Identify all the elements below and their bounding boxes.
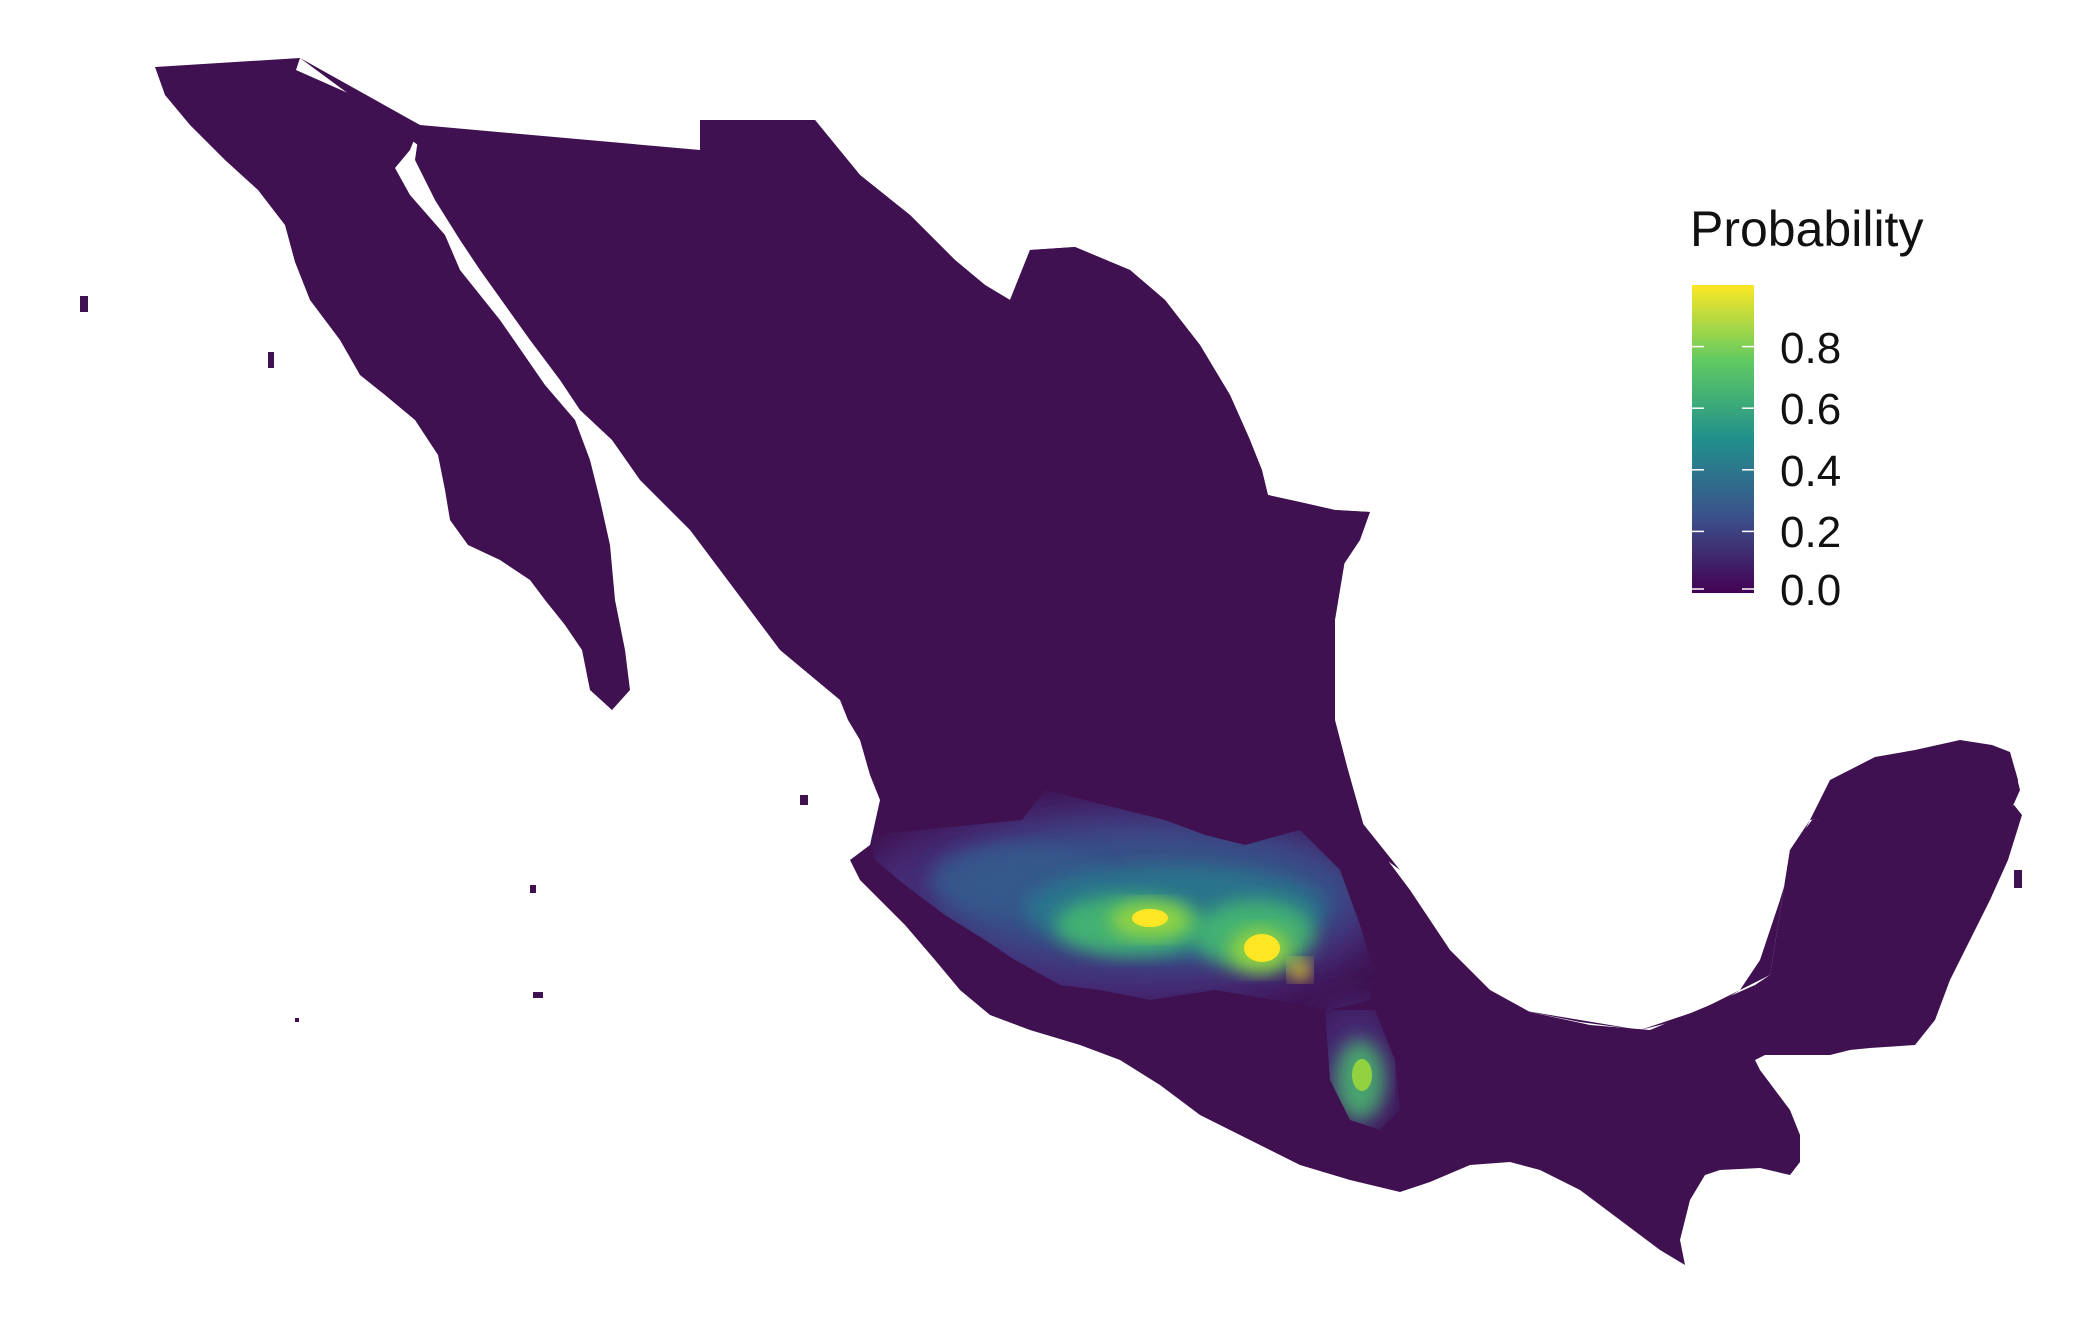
legend-title: Probability	[1690, 201, 1924, 257]
legend-tick-label: 0.0	[1780, 566, 1842, 615]
legend-tick-label: 0.4	[1780, 446, 1842, 496]
hotspot-yellow	[1132, 909, 1168, 927]
southern-mexico	[415, 120, 1800, 1265]
legend-tick-label: 0.8	[1780, 323, 1842, 373]
islands	[80, 296, 2022, 1022]
probability-hotspots	[870, 800, 1400, 1130]
legend-tick-label: 0.6	[1780, 385, 1842, 435]
legend-colorbar	[1692, 285, 1754, 593]
baja-california-peninsula	[155, 58, 630, 710]
legend-tick-label: 0.2	[1780, 508, 1842, 558]
yucatan-peninsula	[1755, 748, 2022, 1055]
probability-legend: Probability 0.8 0.6 0.4 0.2 0.0	[1690, 200, 2010, 620]
hotspot-lime	[1352, 1059, 1372, 1091]
hotspot-yellow	[1290, 960, 1310, 980]
hotspot-yellow	[1244, 934, 1280, 962]
